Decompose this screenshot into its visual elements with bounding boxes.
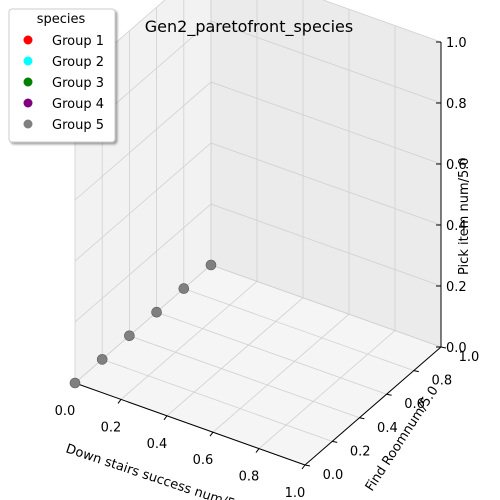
- data-points: [69, 259, 217, 389]
- z-tick-label: 0.2: [446, 280, 467, 295]
- legend-frame: [8, 8, 116, 143]
- legend-marker: [23, 119, 33, 129]
- y-axis-line: [304, 346, 442, 466]
- x-tick-label: 0.6: [193, 453, 214, 468]
- legend-entry-label: Group 2: [52, 55, 104, 70]
- z-tick-label: 0.6: [446, 158, 467, 173]
- z-tick-label: 0.4: [446, 219, 467, 234]
- x-tick: [209, 431, 214, 437]
- x-axis-line: [74, 382, 306, 466]
- legend-entries: Group 1 Group 2 Group 3 Group 4 Group 5: [23, 34, 104, 133]
- pane-back: [211, 0, 441, 347]
- y-tick-label: 1.0: [459, 350, 480, 365]
- data-point: [178, 283, 190, 294]
- y-tick: [386, 393, 392, 396]
- data-point: [69, 377, 81, 389]
- tick-labels: 0.0 0.0 0.0 0.2 0.2 0.2 0.4 0.4 0.4 0.6 0.6 0.6 0.8 0…: [55, 36, 480, 500]
- axes-panes: [75, 0, 441, 465]
- y-tick: [359, 417, 365, 420]
- legend-marker: [23, 77, 33, 87]
- z-axis-label: Pick item num/5.0: [457, 157, 472, 275]
- data-point: [151, 306, 162, 318]
- x-tick-label: 0.0: [55, 404, 76, 419]
- y-tick: [413, 370, 419, 373]
- legend-entry-label: Group 5: [52, 118, 104, 133]
- y-tick: [332, 440, 338, 443]
- z-tick-label: 0.0: [446, 341, 467, 356]
- data-point: [205, 259, 217, 271]
- y-tick-label: 0.2: [350, 444, 371, 459]
- z-tick-label: 1.0: [446, 36, 467, 51]
- x-tick-label: 0.4: [147, 437, 168, 452]
- legend-title: species: [37, 12, 86, 27]
- pane-floor: [75, 265, 441, 465]
- legend-marker: [23, 56, 33, 66]
- legend-entry-label: Group 3: [52, 76, 104, 91]
- grid-line-z: [74, 0, 442, 79]
- data-point: [96, 354, 108, 365]
- legend-entry-label: Group 4: [52, 97, 104, 112]
- x-tick: [163, 415, 168, 421]
- x-tick-label: 0.2: [101, 420, 122, 435]
- y-tick-label: 0.0: [323, 468, 344, 483]
- y-tick-label: 0.6: [404, 397, 425, 412]
- y-tick-label: 0.4: [377, 421, 398, 436]
- y-tick: [304, 464, 311, 467]
- y-tick-label: 0.8: [431, 374, 452, 389]
- chart-title: Gen2_paretofront_species: [145, 17, 353, 37]
- x-tick: [301, 464, 306, 470]
- legend-entry-label: Group 1: [52, 34, 104, 49]
- legend-marker: [23, 35, 33, 45]
- data-point: [124, 330, 135, 342]
- legend-marker: [23, 98, 33, 108]
- axis-lines: [71, 41, 447, 470]
- z-tick-label: 0.8: [446, 97, 467, 112]
- y-tick: [440, 346, 447, 349]
- x-tick-label: 0.8: [239, 470, 260, 485]
- x-tick: [117, 399, 122, 404]
- x-tick: [255, 448, 260, 453]
- x-tick-label: 1.0: [285, 486, 306, 500]
